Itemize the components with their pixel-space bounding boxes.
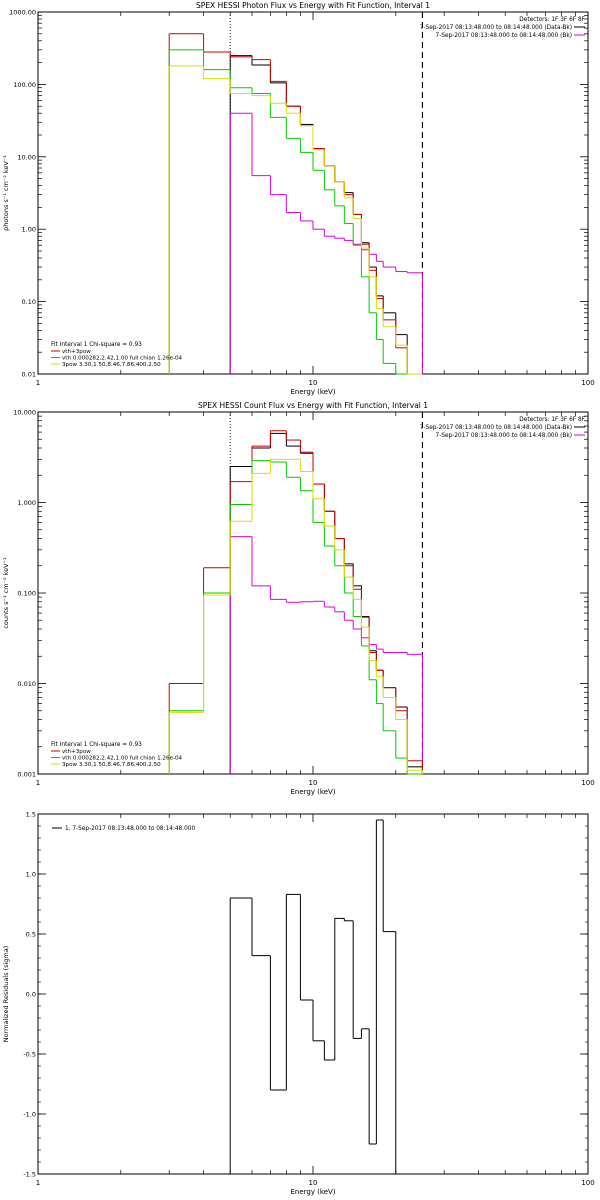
y-axis-label: Normalized Residuals (sigma) [2,946,10,1043]
x-tick-label: 1 [36,779,40,787]
y-tick-label: 0.001 [17,771,36,779]
y-tick-label: 10.00 [17,153,36,161]
header-legend-entry: 7-Sep-2017 08:13:48.000 to 08:14:48.000 … [420,25,572,31]
plot-frame [37,813,589,1175]
x-tick-label: 100 [581,379,594,387]
y-tick-label: -0.5 [23,1051,36,1059]
y-axis-label: counts s⁻¹ cm⁻² keV⁻¹ [2,557,10,629]
fit-info-label: Fit Interval 1 Chi-square = 0.93 [51,342,142,348]
chart-panel-2: 1 10 100 Energy (keV) 0.001 0.010 0.100 1.000 10… [2,401,595,796]
x-axis-label: Energy (keV) [290,388,335,396]
residual-legend: 1. 7-Sep-2017 08:13:48.000 to 08:14:48.0… [52,826,195,832]
x-tick-label: 1 [36,379,40,387]
y-tick-label: 0.010 [17,680,36,688]
legend-entry: vth 0.000282,2.42,1.00 full chian 1.26e-… [62,756,183,762]
series-5 [168,458,423,774]
y-tick-label: 1.0 [26,871,36,879]
header-legend-entry: 7-Sep-2017 08:13:48.000 to 08:14:48.000 … [436,33,572,39]
chart-title: SPEX HESSI Count Flux vs Energy with Fit… [198,401,428,410]
header-legend-entry: 7-Sep-2017 08:13:48.000 to 08:14:48.000 … [436,433,572,439]
x-tick-label: 100 [581,779,594,787]
x-axis: 1 10 100 Energy (keV) [36,814,595,1196]
x-tick-label: 10 [309,1179,318,1187]
header-legend-entry: 7-Sep-2017 08:13:48.000 to 08:14:48.000 … [420,425,572,431]
legend-entry: vth+3pow [62,749,91,755]
x-tick-label: 1 [36,1179,40,1187]
x-tick-label: 10 [309,779,318,787]
series-4 [168,49,423,375]
x-axis-label: Energy (keV) [290,788,335,796]
y-tick-label: 0.0 [26,991,36,999]
y-tick-label: 0.100 [17,590,36,598]
x-axis: 1 10 100 Energy (keV) [36,412,595,796]
detectors-label: Detectors: 1F 3F 6F 8F [519,17,585,23]
header-legend: Detectors: 1F 3F 6F 8F 7-Sep-2017 08:13:4… [420,17,585,39]
legend-entry: 3pow 3.30,1.50,8.46,7.86,400,2.50 [62,762,161,768]
x-tick-label: 10 [309,379,318,387]
plot-frame [37,11,589,375]
legend-entry: 3pow 3.30,1.50,8.46,7.86,400,2.50 [62,362,161,368]
fit-info-label: Fit Interval 1 Chi-square = 0.93 [51,742,142,748]
legend-entry: 1. 7-Sep-2017 08:13:48.000 to 08:14:48.0… [65,826,195,832]
legend-entry: vth 0.000282,2.42,1.00 full chian 1.26e-… [62,356,183,362]
y-tick-label: 1000.00 [9,9,36,17]
series-3 [168,33,423,375]
chart-panel-1: 1 10 100 Energy (keV) 0.01 0.10 1.00 10.00 100.0… [2,1,595,396]
y-axis: 0.001 0.010 0.100 1.000 10.000 counts s⁻¹ cm⁻… [2,409,588,779]
series-2 [229,536,423,774]
x-axis: 1 10 100 Energy (keV) [36,12,595,396]
header-legend: Detectors: 1F 3F 6F 8F 7-Sep-2017 08:13:4… [420,417,585,439]
y-tick-label: -1.0 [23,1111,36,1119]
x-axis-label: Energy (keV) [290,1188,335,1196]
y-tick-label: 1.00 [22,226,36,234]
y-tick-label: 1.5 [26,811,36,819]
series-2 [229,112,423,374]
y-axis: -1.5 -1.0 -0.5 0.0 0.5 1.0 1.5 Normalized Resid… [2,811,588,1179]
y-axis: 0.01 0.10 1.00 10.00 100.00 1000.00 photons s⁻… [2,9,588,379]
y-tick-label: -1.5 [23,1171,36,1179]
y-tick-label: 0.5 [26,931,36,939]
y-axis-label: photons s⁻¹ cm⁻² keV⁻¹ [2,155,10,231]
detectors-label: Detectors: 1F 3F 6F 8F [519,417,585,423]
y-tick-label: 0.10 [22,298,36,306]
y-tick-label: 100.00 [13,81,36,89]
fit-legend: Fit Interval 1 Chi-square = 0.93vth+3pow… [51,342,183,368]
y-tick-label: 10.000 [13,409,36,417]
series-5 [168,65,423,375]
series-1 [229,432,423,774]
y-tick-label: 1.000 [17,499,36,507]
y-tick-label: 0.01 [22,371,36,379]
fit-legend: Fit Interval 1 Chi-square = 0.93vth+3pow… [51,742,183,768]
x-tick-label: 100 [581,1179,594,1187]
series-1 [229,819,408,1175]
legend-entry: vth+3pow [62,349,91,355]
chart-title: SPEX HESSI Photon Flux vs Energy with Fi… [196,1,430,10]
series-4 [168,460,423,775]
